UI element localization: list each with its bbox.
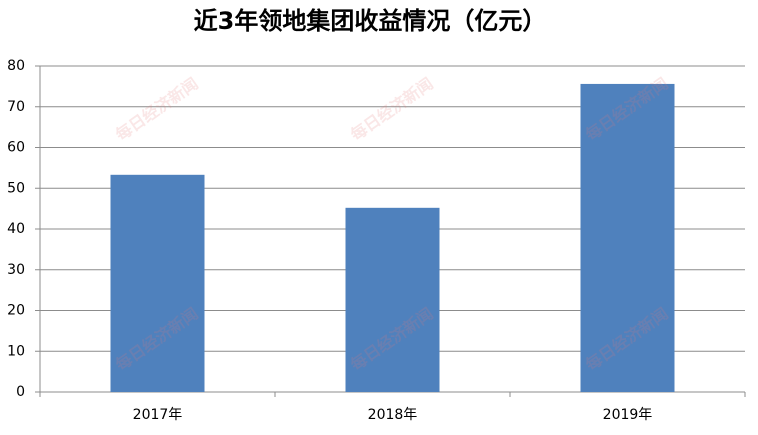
y-tick-label: 40 (7, 221, 25, 237)
bar (345, 207, 440, 392)
x-tick-label: 2018年 (368, 407, 418, 423)
watermark: 每日经济新闻 (112, 74, 202, 145)
y-tick-label: 0 (16, 384, 25, 400)
y-tick-label: 80 (7, 58, 25, 74)
x-tick-label: 2019年 (603, 407, 653, 423)
y-tick-label: 50 (7, 180, 25, 196)
watermark: 每日经济新闻 (347, 74, 437, 145)
y-tick-label: 10 (7, 343, 25, 359)
chart-title: 近3年领地集团收益情况（亿元） (194, 7, 547, 35)
y-tick-label: 30 (7, 262, 25, 278)
x-tick-label: 2017年 (133, 407, 183, 423)
bar (580, 83, 675, 393)
y-tick-label: 60 (7, 140, 25, 156)
y-tick-label: 70 (7, 99, 25, 115)
y-tick-label: 20 (7, 303, 25, 319)
bar (110, 174, 205, 392)
